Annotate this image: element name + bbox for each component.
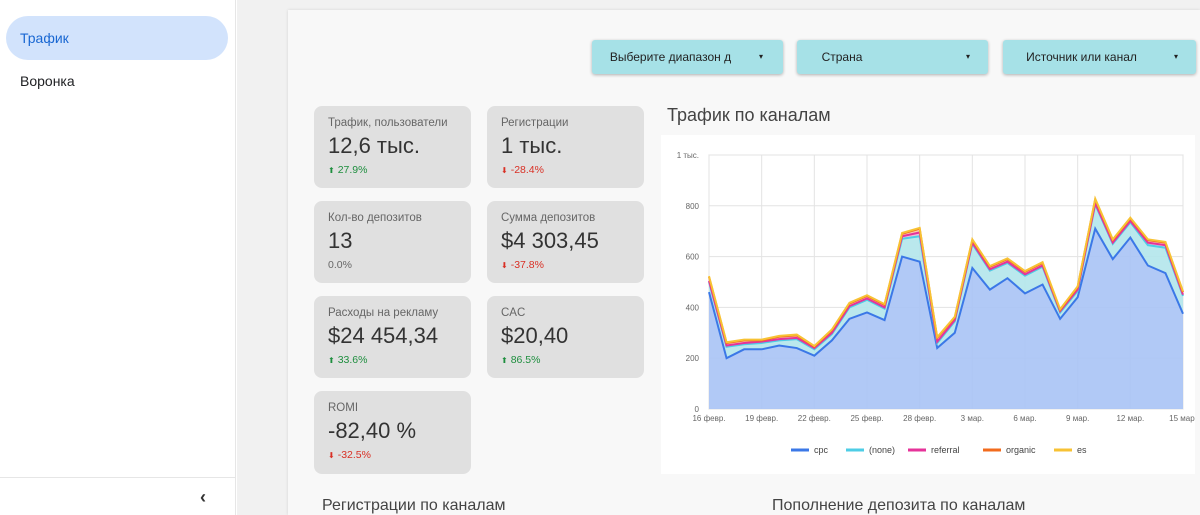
kpi-value: $4 303,45 — [501, 228, 599, 253]
kpi-delta: ⬇ -32.5% — [328, 449, 371, 461]
legend-entry: cpc — [814, 445, 829, 455]
country-label: Страна — [821, 50, 863, 64]
date-range-dropdown[interactable]: Выберите диапазон д ▾ — [592, 40, 783, 74]
line-referral — [708, 200, 1184, 350]
x-tick-label: 12 мар. — [1116, 414, 1144, 423]
x-tick-label: 9 мар. — [1066, 414, 1089, 423]
kpi-value: 13 — [328, 228, 353, 253]
y-tick-label: 400 — [686, 303, 700, 312]
registrations-by-channel-title: Регистрации по каналам — [322, 497, 506, 514]
y-tick-label: 600 — [686, 253, 700, 262]
arrow-down-icon: ⬇ — [328, 451, 335, 460]
arrow-up-icon: ⬆ — [501, 356, 508, 365]
line-es — [708, 195, 1184, 348]
kpi-label: Сумма депозитов — [501, 212, 596, 224]
area-cpc — [709, 228, 1183, 409]
sidebar-item-label: Воронка — [20, 73, 75, 89]
chart-title: Трафик по каналам — [667, 105, 831, 125]
kpi-delta: ⬇ -28.4% — [501, 164, 544, 176]
traffic-chart: 0 200 400 600 800 1 тыс. 16 февр. 19 февр. 22 фе… — [661, 135, 1197, 474]
legend-entry: organic — [1006, 445, 1036, 455]
x-tick-label: 6 мар. — [1013, 414, 1036, 423]
kpi-registrations: Регистрации 1 тыс. ⬇ -28.4% — [487, 106, 644, 188]
kpi-ad-spend: Расходы на рекламу $24 454,34 ⬆ 33.6% — [314, 296, 471, 378]
kpi-value: $24 454,34 — [328, 323, 439, 348]
kpi-label: CAC — [501, 307, 526, 319]
kpi-value: 1 тыс. — [501, 133, 563, 158]
kpi-label: ROMI — [328, 402, 359, 414]
kpi-delta: ⬆ 86.5% — [501, 354, 541, 366]
kpi-delta: 0.0% — [328, 259, 352, 271]
sidebar: Трафик Воронка ‹ — [0, 0, 236, 515]
arrow-down-icon: ⬇ — [501, 261, 508, 270]
kpi-label: Регистрации — [501, 117, 569, 129]
kpi-label: Трафик, пользователи — [328, 117, 448, 129]
arrow-up-icon: ⬆ — [328, 356, 335, 365]
source-dropdown[interactable]: Источник или канал ▾ — [1003, 40, 1196, 74]
date-range-label: Выберите диапазон д — [609, 50, 732, 64]
legend-entry: es — [1077, 445, 1087, 455]
x-tick-label: 3 мар. — [961, 414, 984, 423]
caret-down-icon: ▾ — [1173, 52, 1178, 61]
sidebar-footer: ‹ — [0, 477, 236, 515]
kpi-deposits-sum: Сумма депозитов $4 303,45 ⬇ -37.8% — [487, 201, 644, 283]
line-cpc — [708, 226, 1184, 360]
caret-down-icon: ▾ — [965, 52, 970, 61]
arrow-down-icon: ⬇ — [501, 166, 508, 175]
legend-entry: (none) — [869, 445, 895, 455]
x-tick-label: 15 мар. — [1169, 414, 1195, 423]
kpi-cac: CAC $20,40 ⬆ 86.5% — [487, 296, 644, 378]
kpi-value: 12,6 тыс. — [328, 133, 420, 158]
legend-entry: referral — [931, 445, 960, 455]
source-label: Источник или канал — [1026, 50, 1137, 64]
kpi-value: $20,40 — [501, 323, 569, 348]
x-tick-label: 19 февр. — [745, 414, 778, 423]
sidebar-item-funnel[interactable]: Воронка — [6, 59, 228, 103]
kpi-label: Расходы на рекламу — [328, 307, 439, 319]
y-tick-label: 200 — [686, 354, 700, 363]
country-dropdown[interactable]: Страна ▾ — [797, 40, 988, 74]
chevron-left-icon[interactable]: ‹ — [200, 487, 206, 507]
caret-down-icon: ▾ — [758, 52, 763, 61]
kpi-romi: ROMI -82,40 % ⬇ -32.5% — [314, 391, 471, 474]
x-tick-label: 25 февр. — [850, 414, 883, 423]
x-tick-label: 22 февр. — [798, 414, 831, 423]
kpi-deposits-count: Кол-во депозитов 13 0.0% — [314, 201, 471, 283]
arrow-up-icon: ⬆ — [328, 166, 335, 175]
y-tick-label: 800 — [686, 202, 700, 211]
y-tick-label: 1 тыс. — [677, 151, 699, 160]
kpi-label: Кол-во депозитов — [328, 212, 422, 224]
y-tick-label: 0 — [695, 405, 700, 414]
kpi-value: -82,40 % — [328, 418, 417, 443]
kpi-delta: ⬇ -37.8% — [501, 259, 544, 271]
kpi-traffic: Трафик, пользователи 12,6 тыс. ⬆ 27.9% — [314, 106, 471, 188]
kpi-delta: ⬆ 27.9% — [328, 164, 368, 176]
traffic-chart-svg: 0 200 400 600 800 1 тыс. 16 февр. 19 февр. 22 фе… — [677, 151, 1197, 455]
deposits-by-channel-title: Пополнение депозита по каналам — [772, 497, 1026, 514]
kpi-delta: ⬆ 33.6% — [328, 354, 368, 366]
x-tick-label: 16 февр. — [692, 414, 725, 423]
x-tick-label: 28 февр. — [903, 414, 936, 423]
sidebar-item-traffic[interactable]: Трафик — [6, 16, 228, 60]
sidebar-item-label: Трафик — [20, 30, 69, 46]
